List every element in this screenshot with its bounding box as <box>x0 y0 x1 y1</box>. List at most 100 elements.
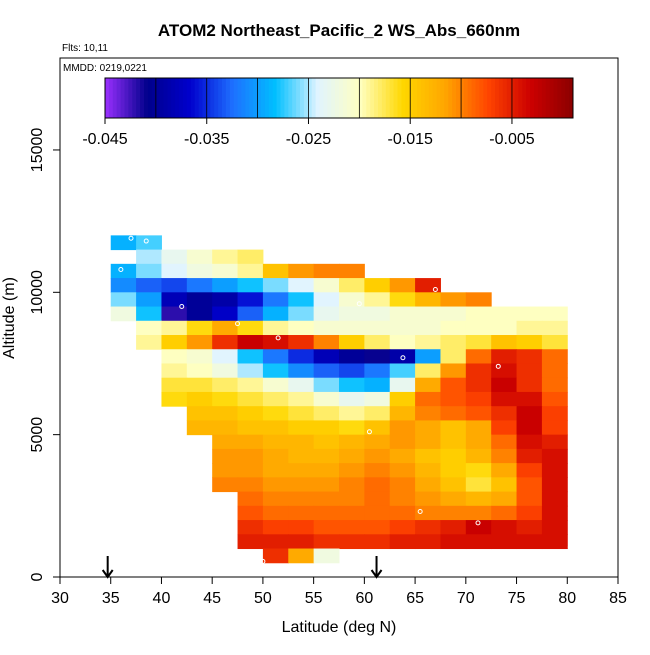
heat-cell <box>313 477 340 493</box>
heat-cell <box>288 420 315 436</box>
y-axis-label: Altitude (m) <box>1 277 18 359</box>
heat-cell <box>491 363 518 379</box>
heat-cell <box>516 377 543 393</box>
heat-cell <box>440 463 467 478</box>
heat-cell <box>288 278 315 293</box>
heat-cell <box>541 391 568 407</box>
heat-cell <box>364 278 391 293</box>
colorbar-segment <box>409 78 414 118</box>
colorbar-segment <box>366 78 371 118</box>
heat-cell <box>415 292 441 308</box>
heat-cell <box>389 306 416 322</box>
heat-cell <box>339 335 365 350</box>
heat-cell <box>541 406 568 421</box>
heat-cell <box>364 306 391 322</box>
sample-marker <box>356 301 362 307</box>
heat-cell <box>288 363 315 379</box>
heat-cell <box>440 477 467 493</box>
heat-cell <box>262 505 289 521</box>
sample-marker <box>128 235 134 241</box>
heat-cell <box>364 534 391 550</box>
heat-cell <box>541 377 568 393</box>
colorbar-segment <box>218 78 223 118</box>
colorbar-segment <box>565 78 570 118</box>
colorbar-segment <box>233 78 239 118</box>
heat-cell <box>288 349 315 364</box>
colorbar-segment <box>541 78 547 118</box>
heat-cell <box>136 263 162 279</box>
heat-cell <box>237 349 264 364</box>
heat-cell <box>313 306 340 322</box>
heat-cell <box>262 292 289 308</box>
heat-cell <box>440 505 467 521</box>
heat-cell <box>491 406 518 421</box>
heat-cell <box>541 463 568 478</box>
heat-cell <box>186 306 213 322</box>
heat-cell <box>313 420 340 436</box>
colorbar-segment <box>284 78 289 118</box>
colorbar-segment <box>175 78 180 118</box>
heat-cell <box>465 420 492 436</box>
colorbar-segment <box>362 78 367 118</box>
heat-cell <box>262 448 289 464</box>
heat-cell <box>313 349 340 364</box>
colorbar-segment <box>545 78 551 118</box>
heat-cell <box>465 349 492 364</box>
colorbar-segment <box>183 78 188 118</box>
heat-cell <box>262 477 289 493</box>
colorbar-segment <box>374 78 379 118</box>
heat-cell <box>237 263 264 279</box>
heat-cell <box>136 320 162 336</box>
colorbar-segment <box>420 78 426 118</box>
heat-cell <box>415 349 441 364</box>
heat-cell <box>288 306 315 322</box>
colorbar-segment <box>417 78 422 118</box>
heat-cell <box>440 349 467 364</box>
colorbar-segment <box>491 78 496 118</box>
colorbar-segment <box>163 78 168 118</box>
heat-cell <box>212 263 239 279</box>
heat-cell <box>516 505 543 521</box>
colorbar-segment <box>463 78 469 118</box>
colorbar-segment <box>272 78 278 118</box>
heat-cell <box>516 463 543 478</box>
colorbar-segment <box>342 78 348 118</box>
heat-cell <box>541 420 568 436</box>
heat-cell <box>516 434 543 450</box>
heat-cell <box>465 505 492 521</box>
x-tick-label: 45 <box>203 590 221 607</box>
colorbar-segment <box>370 78 375 118</box>
x-tick-label: 35 <box>102 590 120 607</box>
heat-cell <box>440 335 467 350</box>
heat-cell <box>491 448 518 464</box>
colorbar-segment <box>167 78 172 118</box>
heat-cell <box>339 534 365 550</box>
heat-cell <box>465 534 492 550</box>
sample-marker <box>118 267 124 273</box>
heat-cell <box>186 406 213 421</box>
sample-marker <box>417 509 423 515</box>
flight-arrow <box>370 556 383 579</box>
heat-cell <box>339 420 365 436</box>
heat-cell <box>313 363 340 379</box>
heat-cell <box>212 306 239 322</box>
heat-cell <box>212 406 239 421</box>
sample-marker <box>235 321 241 327</box>
heat-cell <box>262 491 289 507</box>
colorbar-segment <box>303 78 309 118</box>
heat-cell <box>313 377 340 393</box>
heat-cell <box>161 377 188 393</box>
heat-cell <box>237 463 264 478</box>
heat-cell <box>288 548 315 564</box>
colorbar-segment <box>346 78 352 118</box>
heat-cell <box>440 491 467 507</box>
colorbar-segment <box>105 78 110 118</box>
heat-cell <box>415 477 441 493</box>
heat-cell <box>237 434 264 450</box>
heat-cell <box>389 377 416 393</box>
heat-cell <box>288 263 315 279</box>
heat-cell <box>364 320 391 336</box>
heat-cell <box>491 335 518 350</box>
annotation: MMDD: 0219,0221 <box>63 63 147 74</box>
heat-cell <box>541 534 568 550</box>
